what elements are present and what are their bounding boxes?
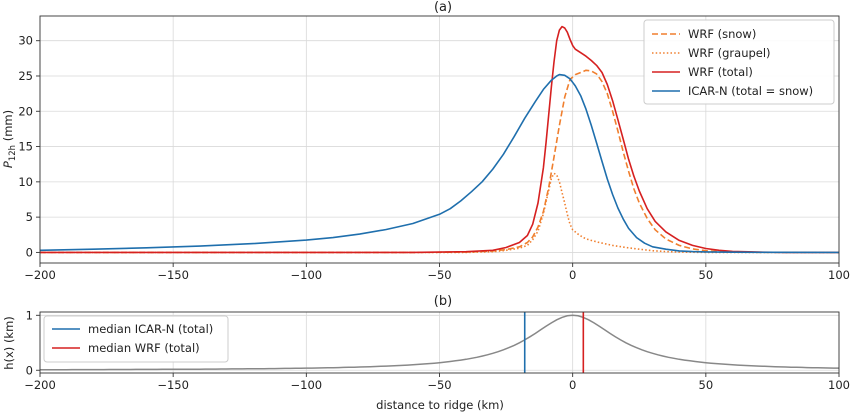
y-tick-label: 5 — [26, 210, 33, 224]
legend-label: median ICAR-N (total) — [88, 322, 213, 336]
legend-label: WRF (snow) — [688, 27, 756, 41]
panel-a-legend: WRF (snow) WRF (graupel) WRF (total) ICAR-N… — [643, 19, 835, 105]
legend-label: ICAR-N (total = snow) — [688, 84, 813, 98]
ylabel-unit: (mm) — [1, 110, 15, 145]
x-tick-label: 0 — [569, 268, 576, 282]
y-tick-label: 30 — [18, 34, 33, 48]
y-tick-label: 0 — [26, 363, 33, 377]
panel-b-y-ticks: 01 — [26, 308, 40, 377]
panel-b-y-label: h(x) (km) — [2, 316, 16, 370]
series-line-2 — [40, 25, 839, 254]
panel-b-legend: median ICAR-N (total) median WRF (total) — [43, 315, 229, 363]
x-tick-label: −100 — [291, 378, 323, 392]
y-tick-label: 1 — [26, 308, 33, 322]
series-line-0 — [40, 69, 840, 254]
y-tick-label: 20 — [18, 104, 33, 118]
series-line-3 — [39, 73, 840, 254]
panel-a-title: (a) — [434, 0, 452, 15]
x-tick-label: −150 — [157, 378, 189, 392]
y-tick-label: 15 — [18, 140, 33, 154]
legend-label: WRF (total) — [688, 65, 753, 79]
y-tick-label: 10 — [18, 175, 33, 189]
legend-label: WRF (graupel) — [688, 46, 771, 60]
panel-b: (b) −200 −150 −100 −50 0 50 100 01 h(x) (km) d… — [2, 294, 850, 412]
panel-b-series — [40, 312, 839, 373]
x-tick-label: 100 — [828, 268, 850, 282]
x-tick-label: −150 — [157, 268, 189, 282]
x-tick-label: −50 — [427, 268, 451, 282]
panel-a-x-ticks: −200 −150 −100 −50 0 50 100 — [24, 263, 850, 282]
panel-b-x-label: distance to ridge (km) — [376, 398, 504, 412]
legend-box — [43, 315, 229, 363]
y-tick-label: 25 — [18, 69, 33, 83]
x-tick-label: −50 — [427, 378, 451, 392]
series-line-1 — [40, 172, 839, 254]
y-tick-label: 0 — [26, 245, 33, 259]
x-tick-label: 50 — [699, 378, 714, 392]
panel-a-series — [39, 25, 840, 254]
legend-label: median WRF (total) — [88, 341, 200, 355]
panel-a-y-ticks: 0 5 10 15 20 25 30 — [18, 34, 40, 259]
x-tick-label: −100 — [291, 268, 323, 282]
x-tick-label: 50 — [699, 268, 714, 282]
panel-b-x-ticks: −200 −150 −100 −50 0 50 100 — [24, 373, 850, 392]
panel-a: (a) −200 −150 −100 −50 0 50 100 0 5 10 15 20 25 30 P… — [1, 0, 850, 282]
ylabel-sub: 12h — [8, 145, 18, 161]
panel-b-title: (b) — [434, 294, 452, 309]
panel-a-y-label: P12h (mm) — [1, 110, 18, 168]
x-tick-label: −200 — [24, 268, 56, 282]
x-tick-label: −200 — [24, 378, 56, 392]
x-tick-label: 100 — [828, 378, 850, 392]
terrain-profile-line — [40, 314, 839, 371]
x-tick-label: 0 — [569, 378, 576, 392]
ylabel-main: P — [1, 161, 15, 168]
legend-box — [643, 19, 835, 105]
